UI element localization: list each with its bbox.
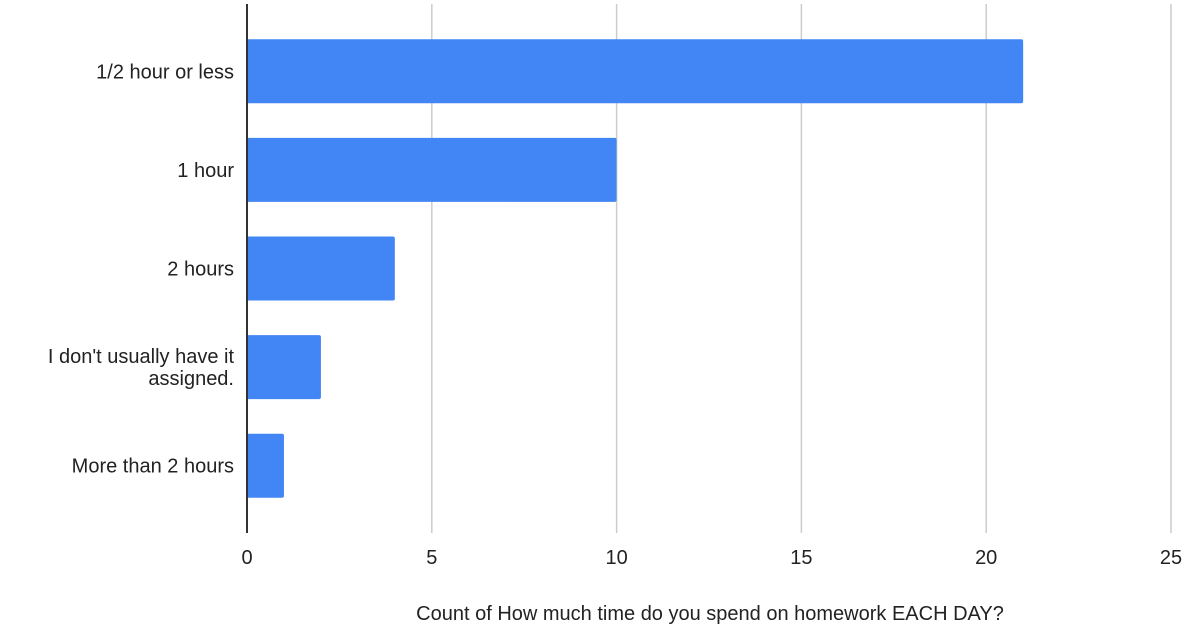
x-tick-label: 15 (790, 547, 812, 569)
x-tick-label: 0 (241, 547, 252, 569)
x-axis-title: Count of How much time do you spend on h… (416, 603, 1004, 625)
category-label: I don't usually have it assigned. (48, 346, 235, 390)
x-tick-labels: 0 5 10 15 20 25 (241, 547, 1182, 569)
category-labels: 1/2 hour or less 1 hour 2 hours I don't usu… (48, 61, 235, 477)
x-tick-label: 10 (605, 547, 627, 569)
bar (247, 137, 617, 202)
x-tick-label: 5 (426, 547, 437, 569)
bar (247, 433, 284, 498)
bar (247, 39, 1024, 104)
category-label: 2 hours (167, 259, 234, 281)
category-label: 1 hour (177, 160, 234, 182)
bar (247, 335, 321, 400)
x-tick-label: 20 (975, 547, 997, 569)
bar (247, 236, 395, 301)
category-label: 1/2 hour or less (96, 61, 234, 83)
bars (247, 39, 1024, 498)
x-tick-label: 25 (1160, 547, 1182, 569)
category-label: More than 2 hours (72, 456, 234, 478)
